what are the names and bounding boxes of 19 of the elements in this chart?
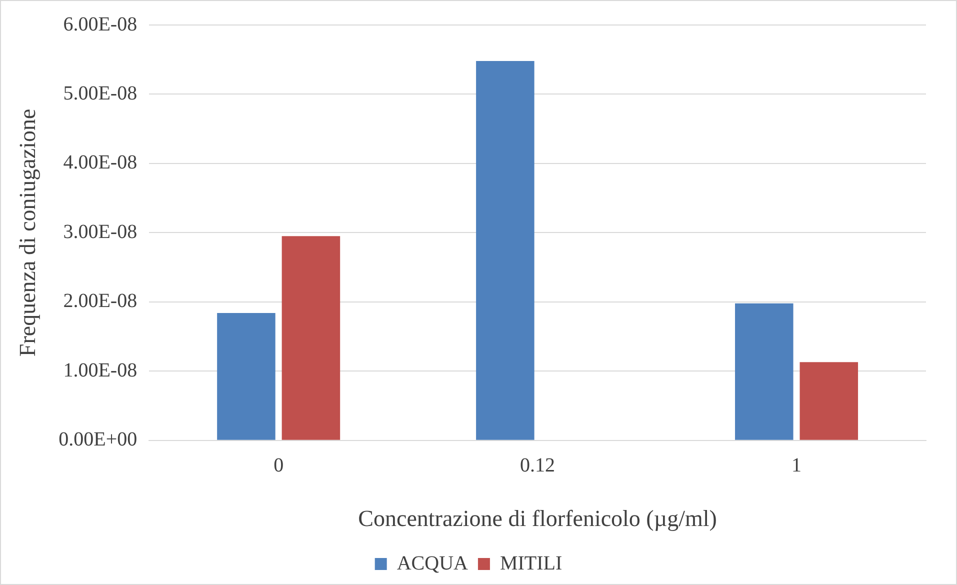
x-axis-title: Concentrazione di florfenicolo (µg/ml): [358, 506, 717, 532]
bar: [800, 362, 858, 440]
bar: [735, 303, 794, 440]
y-axis-title: Frequenza di coniugazione: [14, 108, 40, 357]
x-tick-label: 0.12: [520, 454, 556, 477]
bar: [282, 236, 340, 440]
y-tick-label: 1.00E-08: [63, 359, 138, 382]
y-tick-label: 5.00E-08: [63, 82, 138, 104]
legend-label: ACQUA: [396, 552, 469, 574]
y-tick-label: 0.00E+00: [58, 428, 138, 451]
bar: [476, 61, 534, 440]
x-tick-label: 1: [792, 454, 802, 477]
y-tick-label: 3.00E-08: [63, 220, 138, 243]
y-tick-label: 6.00E-08: [63, 13, 138, 36]
y-tick-label: 4.00E-08: [63, 152, 138, 174]
bar: [217, 313, 276, 440]
legend-label: MITILI: [500, 552, 562, 574]
y-tick-label: 2.00E-08: [63, 290, 138, 312]
x-tick-label: 0: [274, 454, 284, 477]
